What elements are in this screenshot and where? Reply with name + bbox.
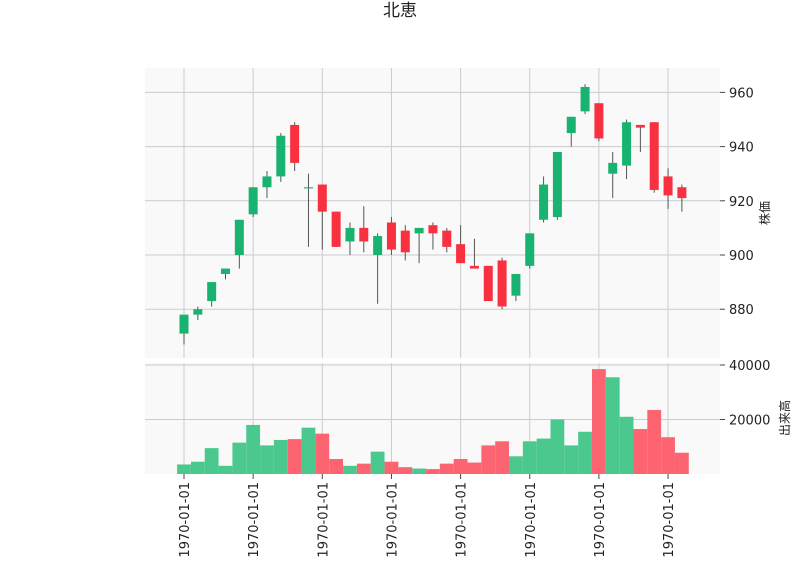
price-candles <box>179 84 687 345</box>
candle-body-down <box>290 124 300 163</box>
candle-body-up <box>248 187 258 215</box>
volume-bar-down <box>329 459 344 474</box>
volume-bar-down <box>592 369 606 474</box>
x-tick-label: 1970-01-01 <box>316 482 331 558</box>
candle-body-up <box>262 176 272 188</box>
candle-body-up <box>276 135 286 177</box>
volume-bar-up <box>522 441 537 474</box>
volume-bar-up <box>273 439 288 474</box>
x-tick-label: 1970-01-01 <box>662 482 677 558</box>
price-tick-label: 900 <box>729 249 754 264</box>
volume-bar-down <box>398 467 413 474</box>
candle-body-down <box>317 184 327 212</box>
candle-body-down <box>469 265 479 269</box>
volume-axis-label: 出来高 <box>777 400 792 436</box>
volume-bar-down <box>453 459 468 474</box>
volume-bar-up <box>578 431 592 474</box>
volume-bar-up <box>190 461 205 474</box>
x-tick-label: 1970-01-01 <box>385 482 400 558</box>
candle-body-down <box>649 122 659 190</box>
candle-body-up <box>539 184 549 220</box>
volume-bar-down <box>426 469 440 474</box>
candle-body-up <box>552 152 562 218</box>
volume-bar-down <box>481 445 496 474</box>
volume-bar-up <box>509 456 523 474</box>
volume-bar-up <box>204 448 219 474</box>
volume-bar-up <box>218 465 233 474</box>
price-panel-background <box>145 68 720 358</box>
candle-body-up <box>345 227 355 242</box>
candle-body-up <box>373 236 383 256</box>
volume-bar-up <box>177 464 191 474</box>
volume-bar-down <box>356 463 371 474</box>
candle-body-down <box>386 222 396 250</box>
candle-body-down <box>442 230 452 247</box>
candle-body-up <box>566 116 576 134</box>
candle-body-down <box>663 176 673 196</box>
volume-bar-down <box>439 463 454 474</box>
volume-bar-up <box>246 424 261 474</box>
candle-body-up <box>414 227 424 234</box>
volume-bar-down <box>384 461 399 474</box>
candle-body-down <box>635 124 645 128</box>
volume-bar-down <box>647 409 662 474</box>
candle-body-down <box>456 244 466 264</box>
candle-body-down <box>497 260 507 307</box>
price-tick-label: 960 <box>729 86 754 101</box>
candle-body-down <box>594 103 604 139</box>
candle-body-up <box>207 282 217 302</box>
y-tick-labels: 880 900 920 940 960 20000 40000 <box>729 86 770 428</box>
candle-body-up <box>220 268 230 274</box>
chart-title: 北恵 <box>383 1 417 21</box>
x-tick-label: 1970-01-01 <box>178 482 193 558</box>
x-tick-label: 1970-01-01 <box>455 482 470 558</box>
volume-bar-down <box>467 462 482 474</box>
volume-bar-up <box>370 451 385 474</box>
candle-body-down <box>428 225 438 234</box>
candle-body-down <box>331 211 341 247</box>
volume-bar-down <box>633 429 648 474</box>
candle-body-down <box>359 227 369 242</box>
candle-body-up <box>511 273 521 296</box>
price-tick-label: 880 <box>729 303 754 318</box>
volume-bar-up <box>536 438 551 474</box>
volume-bar-up <box>260 445 274 474</box>
volume-bar-up <box>564 445 579 474</box>
candle-body-up <box>303 187 313 189</box>
volume-bar-down <box>674 452 689 474</box>
volume-tick-label: 20000 <box>729 414 770 429</box>
x-tick-label: 1970-01-01 <box>593 482 608 558</box>
candle-body-up <box>622 122 632 166</box>
candle-body-down <box>400 230 410 253</box>
candle-body-up <box>525 233 535 266</box>
price-axis-label: 株価 <box>757 201 772 225</box>
volume-bar-up <box>550 419 565 474</box>
candle-body-up <box>193 309 203 315</box>
volume-bar-up <box>619 416 634 474</box>
volume-bars <box>177 369 689 474</box>
candle-body-up <box>179 314 189 334</box>
candle-body-up <box>608 162 618 174</box>
candle-body-up <box>234 219 244 256</box>
x-tick-label: 1970-01-01 <box>247 482 262 558</box>
candle-body-down <box>483 265 493 302</box>
volume-tick-label: 40000 <box>729 359 770 374</box>
volume-bar-up <box>343 465 357 474</box>
x-tick-label: 1970-01-01 <box>524 482 539 558</box>
volume-bar-up <box>412 468 427 474</box>
x-tick-labels: 1970-01-01 1970-01-01 1970-01-01 1970-01-01… <box>178 482 677 558</box>
price-tick-label: 920 <box>729 195 754 210</box>
volume-bar-up <box>232 442 247 474</box>
volume-bar-up <box>605 377 620 474</box>
volume-bar-down <box>287 439 302 474</box>
candle-body-down <box>677 187 687 199</box>
volume-bar-up <box>301 427 316 474</box>
price-tick-label: 940 <box>729 141 754 156</box>
volume-bar-down <box>315 433 330 474</box>
volume-bar-down <box>661 437 675 474</box>
candle-body-up <box>580 86 590 112</box>
volume-bar-down <box>495 441 509 474</box>
